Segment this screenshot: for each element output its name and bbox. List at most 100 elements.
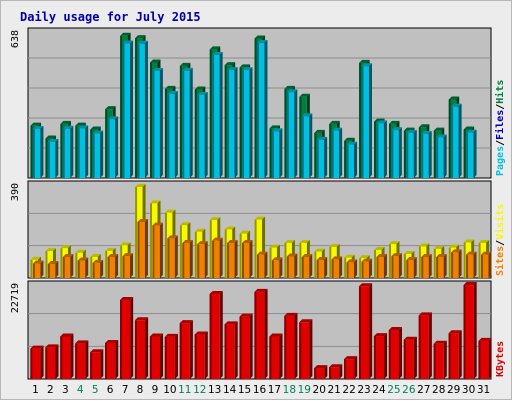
bar-kbytes-day-8 <box>134 317 149 379</box>
bar-sites-day-30 <box>466 251 477 278</box>
bar-files-day-19 <box>301 113 313 178</box>
bar-sites-day-7 <box>122 253 134 278</box>
bar-kbytes-day-19 <box>299 319 313 379</box>
bar-kbytes-day-7 <box>120 297 134 379</box>
bar-files-day-20 <box>316 136 328 178</box>
bar-files-day-8 <box>137 40 148 179</box>
x-tick-day-27: 27 <box>417 384 430 396</box>
y-max-label: 22719 <box>10 283 21 313</box>
bar-sites-day-15 <box>242 240 253 278</box>
bar-sites-day-5 <box>92 259 104 278</box>
x-tick-day-15: 15 <box>238 384 251 396</box>
bar-kbytes-day-16 <box>254 288 268 379</box>
x-tick-day-8: 8 <box>137 384 144 396</box>
bar-files-day-18 <box>286 89 298 178</box>
bar-files-day-6 <box>107 116 119 178</box>
x-tick-day-31: 31 <box>477 384 490 396</box>
bar-files-day-9 <box>152 68 163 178</box>
bar-sites-day-10 <box>167 235 178 278</box>
bar-files-day-13 <box>212 51 223 178</box>
legend-part: Hits <box>494 80 506 104</box>
bar-kbytes-day-9 <box>149 333 164 379</box>
x-axis-day-labels: 1 2 3 4 5 6 7 8 9 10 11 12 13 14 15 16 17 18 19 20 21 22 23 24 2… <box>32 384 490 396</box>
bar-kbytes-day-15 <box>239 313 253 379</box>
bar-files-day-30 <box>466 129 477 178</box>
series-legend: KBytes <box>495 341 506 377</box>
bar-files-day-2 <box>47 138 59 178</box>
bar-sites-day-3 <box>62 254 74 278</box>
bar-sites-day-31 <box>480 251 492 278</box>
series-legend: Pages/Files/Hits <box>494 80 506 176</box>
bar-sites-day-27 <box>421 254 432 278</box>
x-tick-day-9: 9 <box>152 384 159 396</box>
x-tick-day-19: 19 <box>298 384 311 396</box>
bar-files-day-24 <box>376 120 387 178</box>
bar-kbytes-day-29 <box>448 330 462 379</box>
bar-kbytes-day-21 <box>329 364 343 379</box>
bar-kbytes-day-17 <box>269 333 283 379</box>
bar-kbytes-day-27 <box>418 312 432 379</box>
x-tick-day-3: 3 <box>62 384 69 396</box>
chart-title: Daily usage for July 2015 <box>20 10 201 24</box>
x-tick-day-10: 10 <box>163 384 176 396</box>
bar-sites-day-8 <box>137 219 148 278</box>
bar-sites-day-14 <box>227 240 238 278</box>
y-max-label: 390 <box>10 183 21 201</box>
legend-part: Visits <box>494 204 506 240</box>
bar-files-day-12 <box>197 91 208 178</box>
bar-files-day-22 <box>346 141 358 178</box>
x-tick-day-1: 1 <box>32 384 39 396</box>
x-tick-day-6: 6 <box>107 384 114 396</box>
bar-files-day-5 <box>92 130 104 178</box>
bar-sites-day-1 <box>32 260 44 278</box>
x-tick-day-18: 18 <box>283 384 296 396</box>
bar-sites-day-16 <box>256 251 268 278</box>
bar-sites-day-9 <box>152 222 163 278</box>
x-tick-day-29: 29 <box>447 384 460 396</box>
bar-kbytes-day-31 <box>478 337 492 379</box>
bar-sites-day-19 <box>301 254 313 278</box>
bar-sites-day-20 <box>316 257 328 278</box>
bar-files-day-15 <box>242 67 253 178</box>
bar-sites-day-23 <box>361 258 372 278</box>
bar-files-day-21 <box>331 127 343 178</box>
bar-kbytes-day-22 <box>344 356 358 379</box>
bar-kbytes-day-24 <box>373 333 388 379</box>
bar-sites-day-24 <box>376 254 387 278</box>
bar-sites-day-28 <box>436 254 447 278</box>
x-tick-day-12: 12 <box>193 384 206 396</box>
bar-kbytes-day-26 <box>403 336 417 379</box>
panel-kbytes: 22719 KBytes <box>10 280 506 380</box>
bar-sites-day-26 <box>406 257 417 278</box>
bar-files-day-17 <box>271 128 283 178</box>
bar-sites-day-2 <box>47 261 59 278</box>
legend-part: KBytes <box>495 341 506 377</box>
x-tick-day-11: 11 <box>178 384 191 396</box>
bar-sites-day-6 <box>107 254 119 278</box>
bar-kbytes-day-13 <box>209 290 223 379</box>
bar-files-day-28 <box>436 134 447 178</box>
bar-files-day-14 <box>227 67 238 178</box>
bar-sites-day-17 <box>271 257 283 278</box>
bar-files-day-26 <box>406 129 417 178</box>
bar-files-day-4 <box>77 125 89 178</box>
bar-files-day-3 <box>62 125 74 178</box>
x-tick-day-14: 14 <box>223 384 237 396</box>
bar-sites-day-29 <box>451 249 462 278</box>
bar-files-day-1 <box>32 126 44 178</box>
series-legend: Sites/Visits <box>494 204 506 276</box>
bar-files-day-16 <box>256 40 268 178</box>
x-tick-day-2: 2 <box>47 384 54 396</box>
legend-part: Sites <box>494 246 506 276</box>
bar-kbytes-day-1 <box>30 345 44 379</box>
bar-kbytes-day-6 <box>105 339 119 379</box>
bar-kbytes-day-23 <box>358 283 373 379</box>
bar-kbytes-day-20 <box>314 365 328 379</box>
bar-sites-day-4 <box>77 257 89 278</box>
bar-files-day-29 <box>451 103 462 178</box>
bar-sites-day-21 <box>331 256 343 278</box>
bar-files-day-27 <box>421 130 432 178</box>
x-tick-day-20: 20 <box>313 384 326 396</box>
